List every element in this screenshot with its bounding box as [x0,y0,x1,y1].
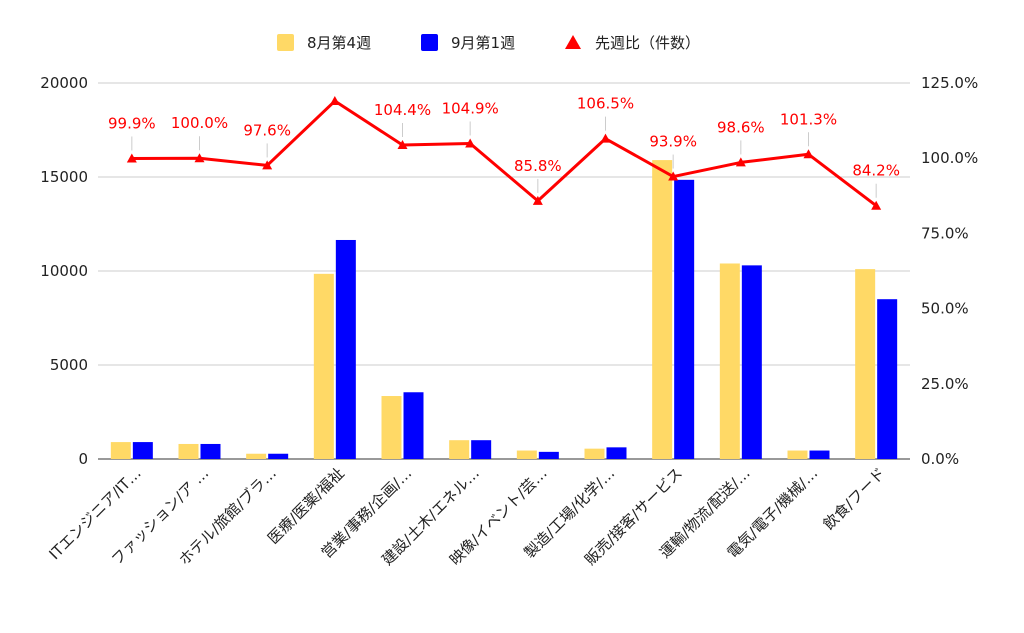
bar-aug-week4 [516,450,537,459]
ratio-line: 99.9% 100.0% 97.6% 104.4% 104.9% 85.8% 106.5% 9… [108,95,900,210]
bar-aug-week4 [110,442,131,459]
legend-swatch-icon [277,34,294,51]
bar-sep-week1 [877,299,898,459]
left-tick-label: 15000 [40,168,88,186]
bar-aug-week4 [719,263,740,459]
ratio-data-label: 106.5% [577,95,634,113]
right-tick-label: 75.0% [921,224,969,242]
ratio-data-label: 85.8% [514,157,562,175]
ratio-point [668,171,679,181]
right-tick-label: 125.0% [921,74,978,92]
ratio-point [397,139,408,149]
bar-aug-week4 [381,396,402,459]
category-labels: ITエンジニア/IT…ファッション/ア …ホテル/旅館/ブラ…医療/医薬/福祉営… [46,464,889,569]
ratio-data-label: 100.0% [171,114,228,132]
bars [110,160,898,459]
bar-aug-week4 [449,440,470,459]
right-axis-ticks: 0.0% 25.0% 50.0% 75.0% 100.0% 125.0% [921,74,978,468]
bar-aug-week4 [652,160,673,459]
bar-sep-week1 [674,179,695,459]
ratio-point [126,153,137,163]
left-axis-ticks: 0 5000 10000 15000 20000 [40,74,88,468]
category-label: 飲食/フード [820,464,889,533]
legend-swatch-icon [421,34,438,51]
ratio-point [194,153,205,163]
bar-sep-week1 [268,453,289,459]
bar-sep-week1 [335,239,356,459]
ratio-data-label: 98.6% [717,118,765,136]
bar-aug-week4 [246,453,267,459]
legend-label: 8月第4週 [307,34,371,52]
ratio-point [532,195,543,205]
bar-sep-week1 [606,447,627,459]
bar-aug-week4 [178,443,199,459]
bar-aug-week4 [584,448,605,459]
bar-sep-week1 [538,451,559,459]
ratio-line-path [131,99,878,207]
bar-sep-week1 [200,443,221,459]
ratio-point [871,200,882,210]
ratio-point [329,96,340,106]
ratio-point [803,149,814,159]
legend-triangle-icon [565,35,581,49]
bar-sep-week1 [809,450,830,459]
ratio-data-label: 99.9% [108,115,156,133]
left-tick-label: 0 [78,450,88,468]
right-tick-label: 50.0% [921,300,969,318]
legend: 8月第4週 9月第1週 先週比（件数） [277,34,700,52]
bar-sep-week1 [741,265,762,459]
ratio-data-label: 104.4% [374,101,431,119]
ratio-point [600,133,611,143]
ratio-data-label: 97.6% [243,121,291,139]
left-tick-label: 20000 [40,74,88,92]
gridlines [98,82,910,460]
ratio-data-label: 104.9% [442,99,499,117]
ratio-point [735,157,746,167]
left-tick-label: 10000 [40,262,88,280]
ratio-data-label: 101.3% [780,110,837,128]
right-tick-label: 25.0% [921,375,969,393]
left-tick-label: 5000 [50,356,88,374]
ratio-data-label: 84.2% [852,162,900,180]
bar-sep-week1 [403,392,424,459]
ratio-point [262,160,273,170]
right-tick-label: 100.0% [921,149,978,167]
bar-aug-week4 [855,269,876,459]
bar-sep-week1 [132,442,153,459]
bar-aug-week4 [787,450,808,459]
ratio-data-label: 93.9% [649,133,697,151]
legend-label: 先週比（件数） [595,34,700,52]
ratio-point [465,138,476,148]
bar-sep-week1 [471,440,492,459]
right-tick-label: 0.0% [921,450,959,468]
legend-label: 9月第1週 [451,34,515,52]
bar-aug-week4 [313,273,334,459]
